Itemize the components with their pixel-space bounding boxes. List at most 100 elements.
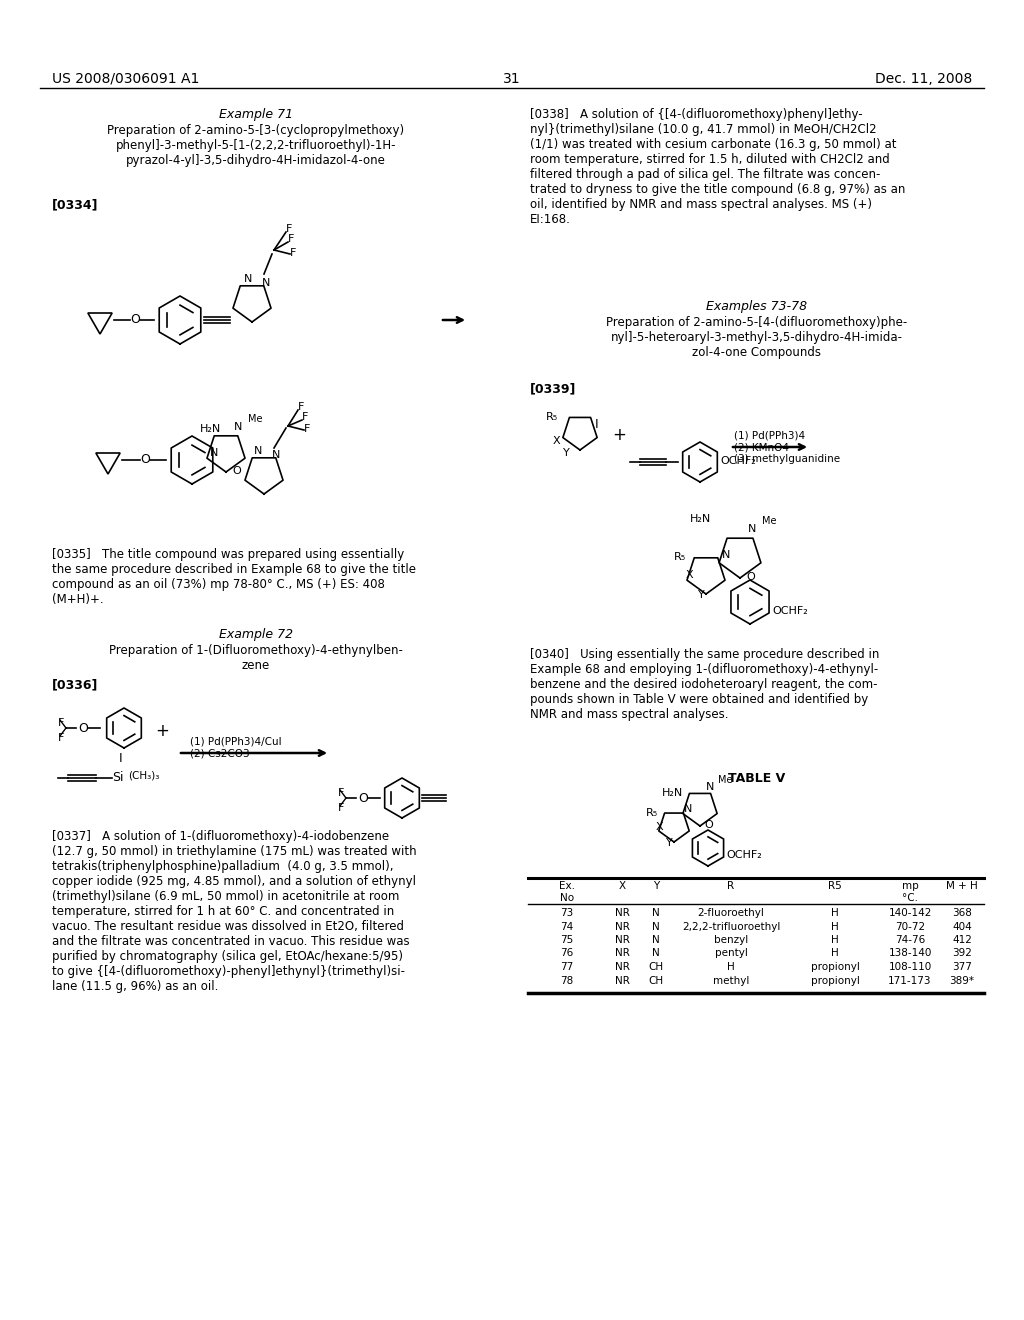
Text: N: N <box>244 275 252 284</box>
Text: 31: 31 <box>503 73 521 86</box>
Text: F: F <box>286 224 293 234</box>
Text: 78: 78 <box>560 975 573 986</box>
Text: 368: 368 <box>952 908 972 917</box>
Text: O: O <box>232 466 241 477</box>
Text: N: N <box>652 949 659 958</box>
Text: N: N <box>262 279 270 288</box>
Text: X: X <box>656 822 664 832</box>
Text: O: O <box>130 313 140 326</box>
Text: 404: 404 <box>952 921 972 932</box>
Text: X: X <box>618 880 626 891</box>
Text: N: N <box>722 550 730 560</box>
Text: NR: NR <box>614 949 630 958</box>
Text: H: H <box>831 935 839 945</box>
Text: [0339]: [0339] <box>530 381 577 395</box>
Text: O: O <box>705 820 713 830</box>
Text: H: H <box>831 949 839 958</box>
Text: OCHF₂: OCHF₂ <box>772 606 808 616</box>
Text: Example 72: Example 72 <box>219 628 293 642</box>
Text: N: N <box>748 524 757 535</box>
Text: (3) methylguanidine: (3) methylguanidine <box>734 454 840 465</box>
Text: OCHF₂: OCHF₂ <box>720 455 756 466</box>
Text: X: X <box>686 570 693 579</box>
Text: (CH₃)₃: (CH₃)₃ <box>128 771 160 781</box>
Text: H₂N: H₂N <box>690 513 712 524</box>
Text: Y: Y <box>653 880 659 891</box>
Text: 75: 75 <box>560 935 573 945</box>
Text: +: + <box>155 722 169 741</box>
Text: +: + <box>612 426 626 444</box>
Text: R: R <box>727 880 734 891</box>
Text: Example 71: Example 71 <box>219 108 293 121</box>
Text: NR: NR <box>614 908 630 917</box>
Text: methyl: methyl <box>713 975 750 986</box>
Text: N: N <box>254 446 262 455</box>
Text: I: I <box>595 418 599 432</box>
Text: F: F <box>58 718 65 729</box>
Text: X: X <box>553 436 560 446</box>
Text: 2,2,2-trifluoroethyl: 2,2,2-trifluoroethyl <box>682 921 780 932</box>
Text: N: N <box>706 781 715 792</box>
Text: R₅: R₅ <box>546 412 558 422</box>
Text: [0338]   A solution of {[4-(difluoromethoxy)phenyl]ethy-
nyl}(trimethyl)silane (: [0338] A solution of {[4-(difluoromethox… <box>530 108 905 226</box>
Text: Preparation of 2-amino-5-[3-(cyclopropylmethoxy)
phenyl]-3-methyl-5-[1-(2,2,2-tr: Preparation of 2-amino-5-[3-(cyclopropyl… <box>108 124 404 168</box>
Text: NR: NR <box>614 935 630 945</box>
Text: 138-140: 138-140 <box>888 949 932 958</box>
Text: F: F <box>288 234 294 244</box>
Text: 377: 377 <box>952 962 972 972</box>
Text: NR: NR <box>614 921 630 932</box>
Text: F: F <box>302 412 308 422</box>
Text: R5: R5 <box>828 880 842 891</box>
Text: Me: Me <box>248 414 262 424</box>
Text: OCHF₂: OCHF₂ <box>726 850 762 861</box>
Text: CH: CH <box>648 962 664 972</box>
Text: M + H: M + H <box>946 880 978 891</box>
Text: (2) KMnO4: (2) KMnO4 <box>734 442 790 451</box>
Text: CH: CH <box>648 975 664 986</box>
Text: Me: Me <box>762 516 776 525</box>
Text: O: O <box>358 792 368 805</box>
Text: propionyl: propionyl <box>811 975 859 986</box>
Text: [0334]: [0334] <box>52 198 98 211</box>
Text: R₅: R₅ <box>646 808 658 818</box>
Text: Si: Si <box>112 771 124 784</box>
Text: 74-76: 74-76 <box>895 935 925 945</box>
Text: F: F <box>338 788 344 799</box>
Text: N: N <box>234 422 243 432</box>
Text: Dec. 11, 2008: Dec. 11, 2008 <box>874 73 972 86</box>
Text: (1) Pd(PPh3)4/CuI: (1) Pd(PPh3)4/CuI <box>190 737 282 746</box>
Text: H: H <box>831 908 839 917</box>
Text: NR: NR <box>614 962 630 972</box>
Text: 76: 76 <box>560 949 573 958</box>
Text: 74: 74 <box>560 921 573 932</box>
Text: pentyl: pentyl <box>715 949 748 958</box>
Text: F: F <box>290 248 296 257</box>
Text: US 2008/0306091 A1: US 2008/0306091 A1 <box>52 73 200 86</box>
Text: 171-173: 171-173 <box>888 975 932 986</box>
Text: 412: 412 <box>952 935 972 945</box>
Text: 2-fluoroethyl: 2-fluoroethyl <box>697 908 765 917</box>
Text: H: H <box>727 962 735 972</box>
Text: R₅: R₅ <box>674 552 686 562</box>
Text: F: F <box>298 403 304 412</box>
Text: F: F <box>58 733 65 743</box>
Text: [0335]   The title compound was prepared using essentially
the same procedure de: [0335] The title compound was prepared u… <box>52 548 416 606</box>
Text: [0340]   Using essentially the same procedure described in
Example 68 and employ: [0340] Using essentially the same proced… <box>530 648 880 721</box>
Text: [0336]: [0336] <box>52 678 98 690</box>
Text: N: N <box>652 921 659 932</box>
Text: H₂N: H₂N <box>200 424 221 434</box>
Text: N: N <box>652 935 659 945</box>
Text: (2) Cs2CO3: (2) Cs2CO3 <box>190 748 250 758</box>
Text: 140-142: 140-142 <box>888 908 932 917</box>
Text: mp
°C.: mp °C. <box>901 880 919 903</box>
Text: Preparation of 2-amino-5-[4-(difluoromethoxy)phe-
nyl]-5-heteroaryl-3-methyl-3,5: Preparation of 2-amino-5-[4-(difluoromet… <box>606 315 907 359</box>
Text: 392: 392 <box>952 949 972 958</box>
Text: H₂N: H₂N <box>662 788 683 799</box>
Text: O: O <box>140 453 150 466</box>
Text: O: O <box>746 572 755 582</box>
Text: N: N <box>210 447 218 458</box>
Text: Me: Me <box>718 775 732 785</box>
Text: 108-110: 108-110 <box>889 962 932 972</box>
Text: [0337]   A solution of 1-(difluoromethoxy)-4-iodobenzene
(12.7 g, 50 mmol) in tr: [0337] A solution of 1-(difluoromethoxy)… <box>52 830 417 993</box>
Text: 77: 77 <box>560 962 573 972</box>
